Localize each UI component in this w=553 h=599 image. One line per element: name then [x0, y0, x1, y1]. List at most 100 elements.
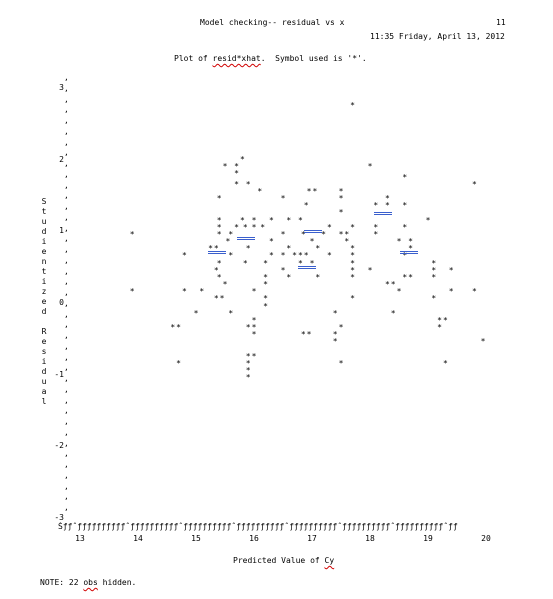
data-point: *	[286, 215, 292, 225]
data-point: *	[222, 280, 228, 290]
y-axis-mark: ,	[64, 384, 69, 394]
data-point: *	[332, 308, 338, 318]
y-axis-mark: ,	[64, 438, 69, 448]
data-point: *	[260, 222, 266, 232]
y-axis-label-char: S	[41, 197, 47, 206]
y-axis-label-char: t	[41, 207, 47, 216]
y-axis-mark: ,	[64, 116, 69, 125]
y-axis-label-char: i	[41, 277, 47, 286]
data-point: *	[350, 222, 355, 232]
y-axis-mark: ,	[64, 352, 69, 362]
data-point: *	[228, 251, 234, 261]
y-axis-label-char: z	[41, 287, 47, 296]
data-point: *	[373, 229, 379, 239]
data-point: *	[321, 229, 326, 239]
data-point: *	[384, 280, 390, 290]
y-axis-label-char: e	[41, 297, 47, 306]
data-point: *	[350, 258, 355, 268]
y-axis-mark: ,	[64, 320, 69, 330]
data-point: *	[408, 272, 413, 282]
y-axis-mark: ,	[64, 212, 69, 222]
data-point: *	[402, 222, 408, 232]
y-axis-label-char: a	[41, 387, 47, 396]
y-axis-mark: ,	[64, 105, 69, 115]
x-tick-label: 18	[365, 534, 375, 543]
data-point: *	[245, 351, 251, 361]
note-obs-word: obs	[83, 578, 98, 587]
data-point: *	[222, 161, 228, 171]
data-point: *	[268, 237, 274, 247]
y-axis-label-char: e	[41, 247, 47, 256]
data-point: *	[199, 287, 205, 297]
data-point: *	[216, 272, 222, 282]
data-point: *	[373, 201, 379, 211]
page-number: 11	[496, 18, 506, 27]
data-point: *	[245, 366, 251, 376]
data-point: *	[350, 100, 355, 110]
y-axis-mark: ,	[64, 223, 69, 233]
data-point: *	[402, 172, 408, 182]
data-point: *	[373, 222, 379, 232]
data-point: *	[257, 186, 263, 196]
plot-description: Plot of resid*xhat. Symbol used is '*'.	[174, 54, 367, 64]
data-point: *	[234, 169, 239, 178]
data-point: *	[181, 251, 187, 261]
data-point: *	[234, 161, 239, 171]
data-point: *	[442, 315, 448, 325]
data-point: *	[309, 258, 315, 268]
plot-description-prefix: Plot of	[174, 54, 213, 63]
data-point: *	[245, 179, 251, 189]
data-point: *	[390, 308, 396, 318]
data-point: *	[263, 301, 268, 311]
data-point: *	[326, 251, 332, 261]
data-point: *	[251, 215, 257, 225]
y-axis-mark: ,	[64, 470, 69, 480]
data-point: *	[216, 222, 222, 232]
data-point: *	[234, 179, 239, 189]
data-point: *	[263, 280, 268, 290]
data-point: *	[471, 179, 477, 189]
underline-marker	[298, 259, 317, 269]
y-axis-mark: ,	[64, 169, 69, 179]
y-axis-label-char: d	[41, 367, 47, 376]
y-axis-mark: ,	[64, 73, 69, 82]
data-point: *	[402, 201, 408, 211]
y-axis-mark: ,	[64, 277, 69, 287]
y-axis-mark: ,	[64, 202, 69, 211]
data-point: *	[245, 244, 251, 254]
data-point: *	[408, 244, 413, 254]
y-axis-mark: ,	[64, 148, 69, 158]
data-point: *	[367, 161, 373, 171]
data-point: *	[268, 251, 274, 261]
plot-description-suffix: . Symbol used is '*'.	[260, 54, 367, 63]
y-axis-mark: ,	[64, 492, 69, 502]
y-axis-mark: ,	[64, 427, 69, 437]
data-point: *	[216, 258, 222, 268]
y-axis-label-char: u	[41, 217, 47, 226]
y-axis-label-char: e	[41, 337, 47, 346]
y-axis-mark: ,	[64, 159, 69, 168]
data-point: *	[431, 272, 437, 282]
x-axis-label-prefix: Predicted Value of	[233, 556, 325, 565]
x-axis-label: Predicted Value of Cy	[233, 556, 334, 566]
y-axis-label-char: i	[41, 357, 47, 366]
data-point: *	[213, 244, 219, 254]
data-point: *	[332, 330, 338, 340]
y-axis-mark: ,	[64, 83, 69, 93]
data-point: *	[170, 323, 176, 333]
data-point: *	[129, 229, 135, 239]
y-axis-mark: ,	[64, 417, 69, 426]
y-axis-mark: ,	[64, 395, 69, 405]
y-axis-label-char: i	[41, 237, 47, 246]
data-point: *	[263, 258, 268, 268]
data-point: *	[326, 222, 332, 232]
data-point: *	[263, 294, 268, 304]
y-axis-mark: ,	[64, 298, 69, 308]
data-point: *	[176, 358, 181, 368]
data-point: *	[286, 272, 292, 282]
y-axis-mark: ,	[64, 266, 69, 276]
data-point: *	[338, 208, 344, 218]
data-point: *	[228, 229, 234, 239]
y-axis-mark: ,	[64, 309, 69, 319]
data-point: *	[193, 308, 199, 318]
